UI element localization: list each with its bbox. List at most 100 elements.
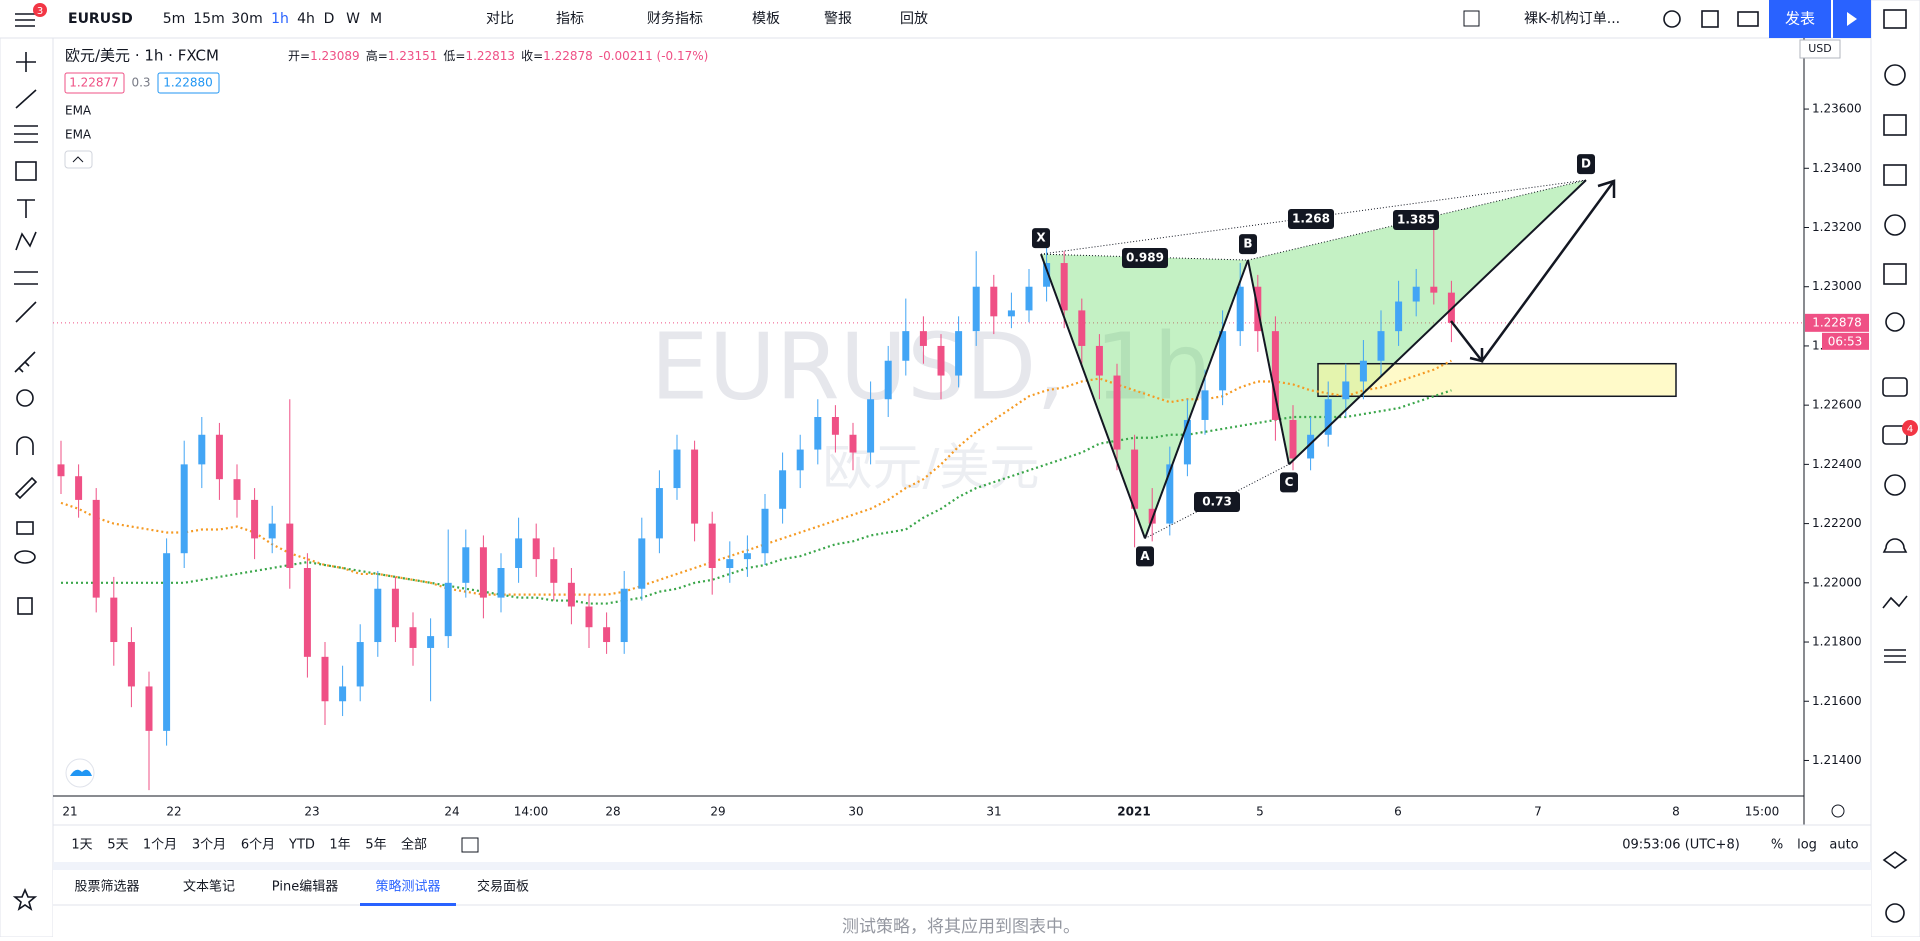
pattern-point-label: X — [1036, 231, 1046, 245]
toolbar-indicators[interactable]: 指标 — [556, 11, 584, 27]
toolbar-templates[interactable]: 模板 — [752, 11, 780, 27]
bottom-tab[interactable]: Pine编辑器 — [272, 880, 338, 895]
hotlist-icon[interactable] — [1884, 214, 1906, 236]
toolbar-compare[interactable]: 对比 — [486, 11, 514, 27]
interval[interactable]: W — [346, 11, 360, 27]
bottom-tab[interactable]: 文本笔记 — [183, 879, 235, 895]
text-icon[interactable] — [17, 199, 35, 218]
legend-symbol[interactable]: 欧元/美元 · 1h · FXCM — [65, 47, 219, 65]
watchlist-icon[interactable] — [1883, 9, 1907, 29]
collapse-button[interactable] — [64, 150, 93, 169]
range-button[interactable]: 5年 — [365, 838, 386, 853]
trades-icon[interactable] — [1882, 595, 1908, 609]
snapshot-icon[interactable] — [1737, 11, 1759, 27]
help-icon[interactable] — [1885, 903, 1905, 923]
calendar-icon[interactable] — [1883, 263, 1907, 285]
left-toolbar — [0, 37, 54, 938]
news-icon[interactable] — [1883, 114, 1907, 136]
range-button[interactable]: 1天 — [71, 838, 92, 853]
x-tick-label: 15:00 — [1745, 805, 1780, 819]
interval[interactable]: 5m — [163, 11, 186, 27]
candle-body — [673, 449, 681, 489]
interval[interactable]: 15m — [193, 11, 224, 27]
range-button[interactable]: 3个月 — [192, 838, 226, 853]
bottom-tab[interactable]: 交易面板 — [477, 879, 529, 895]
pencil-icon[interactable] — [14, 476, 38, 500]
dom-icon[interactable] — [1884, 649, 1906, 663]
candle-body — [955, 331, 963, 376]
interval[interactable]: 30m — [231, 11, 262, 27]
ask[interactable]: 1.22880 — [163, 76, 213, 90]
chat-icon[interactable] — [1882, 377, 1908, 397]
currency[interactable]: USD — [1808, 42, 1832, 55]
goto-date-icon[interactable] — [461, 837, 479, 853]
toolbar-financials[interactable]: 财务指标 — [647, 11, 703, 27]
star-icon[interactable] — [12, 887, 38, 911]
left-tools[interactable] — [12, 3, 47, 911]
right-tools[interactable] — [1882, 9, 1918, 923]
publish-label[interactable]: 发表 — [1785, 10, 1815, 28]
toolbar-layout[interactable]: 裸K-机构订单... — [1524, 11, 1620, 27]
ratio-label: 1.268 — [1292, 212, 1330, 226]
range-button[interactable]: 1年 — [329, 838, 350, 853]
settings-icon[interactable] — [1663, 10, 1681, 28]
ratio-box — [1194, 492, 1240, 512]
candle-body — [972, 286, 980, 332]
bid[interactable]: 1.22877 — [69, 76, 119, 90]
trash-icon[interactable] — [17, 597, 33, 615]
ruler-icon[interactable] — [14, 351, 36, 373]
legend-ema[interactable]: EMA — [65, 128, 92, 142]
currency-box[interactable] — [1799, 39, 1841, 59]
range-button[interactable]: YTD — [288, 838, 315, 853]
interval[interactable]: D — [324, 11, 335, 27]
publish-button[interactable] — [1769, 0, 1831, 38]
scale-auto[interactable]: auto — [1829, 838, 1858, 853]
interval[interactable]: 4h — [297, 11, 315, 27]
legend-ema[interactable]: EMA — [65, 104, 92, 118]
range-button[interactable]: 5天 — [107, 838, 128, 853]
alarm-icon[interactable] — [1884, 64, 1906, 86]
trendline-icon[interactable] — [15, 89, 37, 109]
pattern-icon[interactable] — [15, 231, 37, 251]
candle-body — [1377, 331, 1385, 361]
symbol[interactable]: EURUSD — [68, 11, 133, 27]
candle-body — [1324, 399, 1332, 435]
pattern-point-label: C — [1285, 475, 1294, 489]
data-icon[interactable] — [1883, 164, 1907, 186]
axis-settings[interactable] — [1831, 804, 1845, 818]
select-box[interactable] — [1463, 10, 1480, 27]
candle-body — [1359, 360, 1367, 382]
lock-icon[interactable] — [16, 521, 34, 535]
magnet-icon[interactable] — [16, 436, 34, 455]
y-tick-label: 1.23600 — [1812, 102, 1862, 116]
candle-body — [233, 479, 241, 500]
notifications-icon[interactable] — [1882, 538, 1908, 553]
range-button[interactable]: 全部 — [401, 837, 427, 853]
fullscreen-icon[interactable] — [1701, 10, 1719, 28]
messages-badge: 4 — [1907, 424, 1913, 435]
scale-percent[interactable]: % — [1771, 838, 1783, 853]
bottom-tab[interactable]: 策略测试器 — [375, 879, 440, 895]
scale-log[interactable]: log — [1797, 838, 1817, 853]
broadcast-icon[interactable] — [1884, 474, 1906, 496]
candle-body — [620, 588, 628, 643]
bottom-tab[interactable]: 股票筛选器 — [74, 880, 139, 895]
ideas-icon[interactable] — [1885, 312, 1905, 332]
toolbar-alert[interactable]: 警报 — [824, 11, 852, 27]
interval[interactable]: 1h — [271, 11, 289, 27]
pattern-point-box — [1032, 228, 1050, 249]
icon-tool[interactable] — [15, 301, 37, 323]
collapse-icon — [72, 156, 84, 163]
toolbar-replay[interactable]: 回放 — [900, 11, 928, 27]
layers-icon[interactable] — [1882, 851, 1908, 869]
prediction-icon[interactable] — [14, 271, 38, 285]
pattern-fill-xab — [1041, 254, 1248, 539]
range-button[interactable]: 1个月 — [143, 838, 177, 853]
range-button[interactable]: 6个月 — [241, 838, 275, 853]
zoom-icon[interactable] — [16, 389, 34, 407]
eye-icon[interactable] — [14, 550, 36, 564]
shape-icon[interactable] — [15, 161, 37, 181]
candle-body — [339, 686, 347, 702]
interval[interactable]: M — [370, 11, 382, 27]
